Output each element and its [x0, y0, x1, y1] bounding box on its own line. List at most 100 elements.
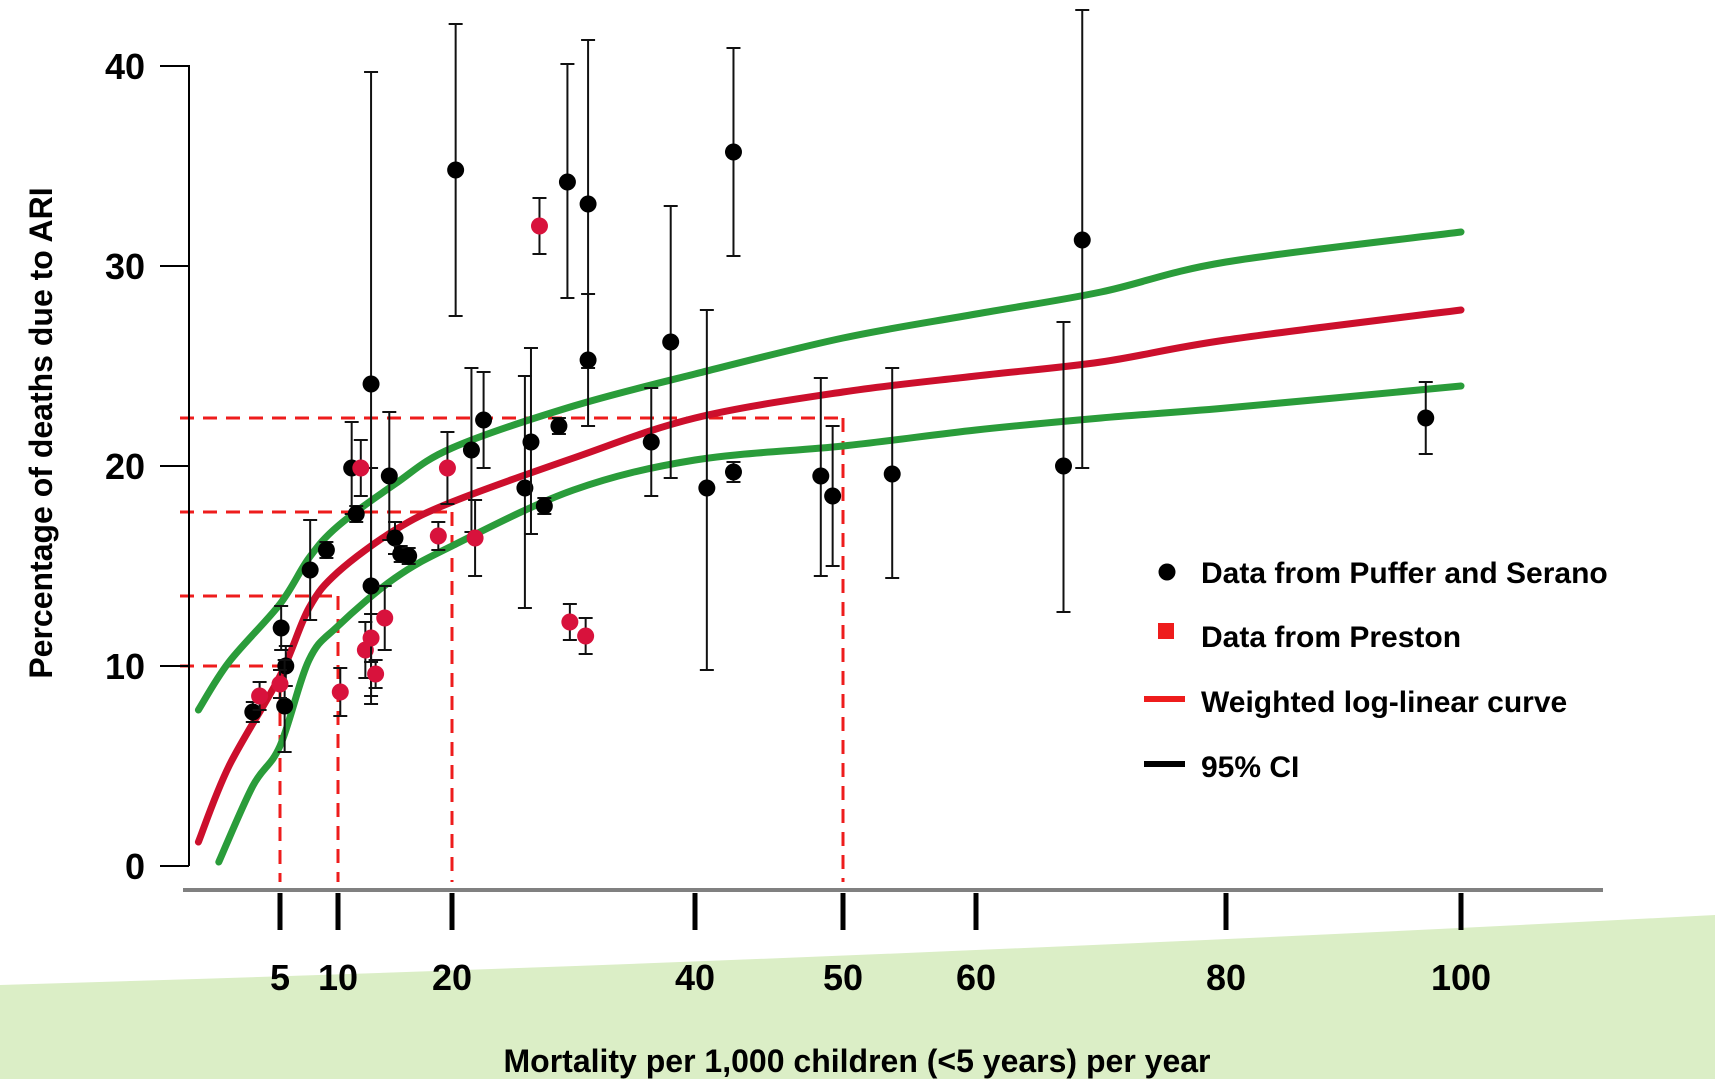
puffer-point-marker [558, 173, 576, 191]
x-tick-label: 40 [675, 957, 715, 998]
puffer-point-marker [1055, 457, 1072, 475]
puffer-point-marker [380, 467, 398, 485]
preston-point-marker [577, 627, 595, 645]
y-tick-label: 10 [105, 646, 145, 687]
puffer-point-marker [516, 479, 534, 497]
puffer-point [301, 519, 319, 621]
x-axis-title: Mortality per 1,000 children (<5 years) … [504, 1043, 1211, 1079]
footer-band-shape [0, 915, 1715, 1079]
preston-point-marker [429, 527, 447, 545]
puffer-point-marker [724, 463, 742, 481]
puffer-point-marker [272, 619, 290, 637]
puffer-point [824, 425, 842, 567]
preston-point-marker [376, 609, 394, 627]
fit-curve [194, 306, 1465, 846]
puffer-point [698, 309, 716, 671]
preston-point [466, 499, 484, 577]
puffer-point [347, 505, 365, 523]
puffer-point-marker [579, 195, 597, 213]
puffer-point-marker [812, 467, 830, 485]
legend-label: 95% CI [1201, 751, 1299, 784]
tick-labels: 5 10 20 40 50 60 80 100 0 10 20 30 40 [105, 46, 1491, 998]
puffer-point [475, 371, 493, 469]
x-tick-label: 50 [823, 957, 863, 998]
puffer-point [380, 411, 398, 541]
preston-point-marker [561, 613, 579, 631]
puffer-point-marker [883, 465, 901, 483]
preston-point [438, 431, 456, 505]
puffer-point [558, 63, 576, 299]
puffer-point-marker [447, 161, 465, 179]
preston-point-marker [367, 665, 385, 683]
legend-circle-icon [1158, 563, 1176, 581]
fit-curves [194, 228, 1465, 866]
puffer-point-marker [462, 441, 480, 459]
ci-lower-curve [215, 382, 1465, 866]
puffer-point [724, 461, 742, 483]
preston-point [367, 659, 385, 689]
legend-item: 95% CI [1144, 751, 1299, 784]
puffer-point-marker [362, 375, 380, 393]
legend-item: Data from Puffer and Serano [1158, 557, 1608, 590]
preston-point-marker [352, 459, 370, 477]
puffer-point-marker [698, 479, 716, 497]
puffer-point-marker [386, 529, 404, 547]
x-tick-label: 80 [1206, 957, 1246, 998]
puffer-point [1055, 321, 1072, 613]
legend-item: Weighted log-linear curve [1144, 686, 1567, 719]
y-tick-label: 40 [105, 46, 145, 87]
preston-point [530, 197, 548, 255]
puffer-point [462, 367, 480, 533]
preston-point-marker [362, 629, 380, 647]
preston-point-marker [530, 217, 548, 235]
puffer-point-marker [662, 333, 680, 351]
preston-point [376, 585, 394, 651]
puffer-point [579, 293, 597, 427]
preston-point [561, 603, 579, 641]
puffer-point [535, 497, 553, 515]
puffer-point-marker [276, 697, 294, 715]
puffer-point-marker [824, 487, 842, 505]
puffer-point [1417, 381, 1435, 455]
puffer-point-marker [347, 505, 365, 523]
y-tick-label: 20 [105, 446, 145, 487]
preston-point-marker [251, 687, 269, 705]
puffer-point [276, 659, 294, 753]
x-tick-label: 5 [270, 957, 290, 998]
puffer-point [812, 377, 830, 577]
preston-point [251, 681, 269, 711]
preston-point-marker [331, 683, 349, 701]
legend-label: Data from Preston [1201, 621, 1461, 654]
puffer-point [400, 547, 418, 565]
x-tick-label: 20 [432, 957, 472, 998]
puffer-point [642, 387, 660, 497]
puffer-point [550, 417, 568, 435]
puffer-point-marker [642, 433, 660, 451]
puffer-point-marker [724, 143, 742, 161]
x-tick-label: 10 [318, 957, 358, 998]
puffer-point-marker [1417, 409, 1435, 427]
legend-label: Weighted log-linear curve [1201, 686, 1567, 719]
puffer-point [362, 467, 380, 705]
preston-point [271, 669, 289, 699]
puffer-point-marker [362, 577, 380, 595]
puffer-point-marker [1073, 231, 1091, 249]
puffer-point-marker [579, 351, 597, 369]
y-tick-label: 30 [105, 246, 145, 287]
legend: Data from Puffer and Serano Data from Pre… [1144, 557, 1608, 784]
puffer-point [516, 375, 534, 609]
puffer-point-marker [301, 561, 319, 579]
y-axis-title: Percentage of deaths due to ARI [23, 187, 59, 678]
puffer-point [522, 347, 540, 535]
footer-band [0, 915, 1715, 1079]
puffer-point [662, 205, 680, 479]
puffer-point-marker [475, 411, 493, 429]
puffer-point [883, 367, 901, 579]
x-tick-label: 60 [956, 957, 996, 998]
puffer-point [447, 23, 465, 317]
ci-upper-curve [194, 228, 1465, 714]
legend-label: Data from Puffer and Serano [1201, 557, 1608, 590]
puffer-point-marker [522, 433, 540, 451]
preston-point-marker [271, 675, 289, 693]
y-tick-label: 0 [125, 846, 145, 887]
